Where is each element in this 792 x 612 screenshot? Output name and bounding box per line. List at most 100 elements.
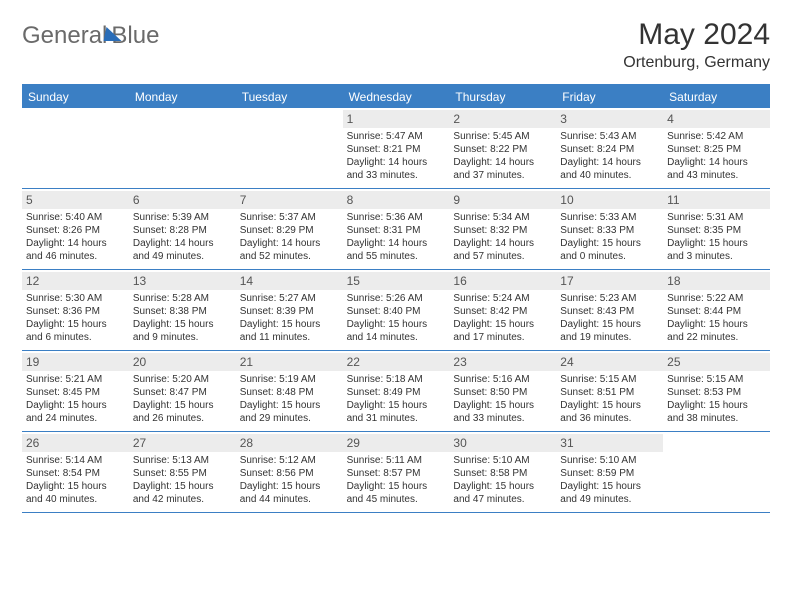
day1-text: Daylight: 15 hours: [240, 480, 339, 493]
day1-text: Daylight: 15 hours: [347, 480, 446, 493]
day-header: Friday: [556, 86, 663, 108]
sunset-text: Sunset: 8:53 PM: [667, 386, 766, 399]
day2-text: and 57 minutes.: [453, 250, 552, 263]
day-number: 16: [449, 272, 556, 290]
sunrise-text: Sunrise: 5:12 AM: [240, 454, 339, 467]
sunrise-text: Sunrise: 5:26 AM: [347, 292, 446, 305]
sunset-text: Sunset: 8:35 PM: [667, 224, 766, 237]
day2-text: and 46 minutes.: [26, 250, 125, 263]
day1-text: Daylight: 15 hours: [26, 480, 125, 493]
sunrise-text: Sunrise: 5:11 AM: [347, 454, 446, 467]
calendar-cell: 27Sunrise: 5:13 AMSunset: 8:55 PMDayligh…: [129, 432, 236, 512]
calendar-cell: [22, 108, 129, 188]
title-month: May 2024: [623, 18, 770, 52]
day-number: 30: [449, 434, 556, 452]
day-number: [236, 110, 343, 128]
day-header: Sunday: [22, 86, 129, 108]
day1-text: Daylight: 15 hours: [453, 318, 552, 331]
day2-text: and 24 minutes.: [26, 412, 125, 425]
day1-text: Daylight: 14 hours: [560, 156, 659, 169]
sunset-text: Sunset: 8:55 PM: [133, 467, 232, 480]
day-number: 12: [22, 272, 129, 290]
sunset-text: Sunset: 8:51 PM: [560, 386, 659, 399]
sunset-text: Sunset: 8:59 PM: [560, 467, 659, 480]
day2-text: and 17 minutes.: [453, 331, 552, 344]
sunrise-text: Sunrise: 5:10 AM: [560, 454, 659, 467]
day-number: 14: [236, 272, 343, 290]
day1-text: Daylight: 14 hours: [347, 237, 446, 250]
day2-text: and 19 minutes.: [560, 331, 659, 344]
calendar-cell: 21Sunrise: 5:19 AMSunset: 8:48 PMDayligh…: [236, 351, 343, 431]
sunset-text: Sunset: 8:58 PM: [453, 467, 552, 480]
calendar-cell: 1Sunrise: 5:47 AMSunset: 8:21 PMDaylight…: [343, 108, 450, 188]
calendar-cell: 20Sunrise: 5:20 AMSunset: 8:47 PMDayligh…: [129, 351, 236, 431]
sunset-text: Sunset: 8:39 PM: [240, 305, 339, 318]
calendar-cell: [663, 432, 770, 512]
calendar-week: 5 Sunrise: 5:40 AMSunset: 8:26 PM Daylight…: [22, 189, 770, 270]
calendar-cell: 11Sunrise: 5:31 AMSunset: 8:35 PMDayligh…: [663, 189, 770, 269]
day1-text: Daylight: 15 hours: [560, 237, 659, 250]
sunset-text: Sunset: 8:50 PM: [453, 386, 552, 399]
day2-text: and 31 minutes.: [347, 412, 446, 425]
sunset-text: Sunset: 8:40 PM: [347, 305, 446, 318]
calendar-cell: 8Sunrise: 5:36 AMSunset: 8:31 PMDaylight…: [343, 189, 450, 269]
calendar-cell: 12Sunrise: 5:30 AMSunset: 8:36 PMDayligh…: [22, 270, 129, 350]
sunrise-text: Sunrise: 5:19 AM: [240, 373, 339, 386]
day1-text: Daylight: 15 hours: [453, 399, 552, 412]
sunrise-text: Sunrise: 5:47 AM: [347, 130, 446, 143]
day1-text: Daylight: 15 hours: [26, 318, 125, 331]
day-header: Saturday: [663, 86, 770, 108]
logo-word1: General: [22, 22, 107, 50]
day2-text: and 0 minutes.: [560, 250, 659, 263]
sunset-text: Sunset: 8:26 PM: [26, 224, 125, 237]
day-number: 31: [556, 434, 663, 452]
day2-text: and 33 minutes.: [453, 412, 552, 425]
day-number: 1: [343, 110, 450, 128]
sunset-text: Sunset: 8:47 PM: [133, 386, 232, 399]
day1-text: Daylight: 15 hours: [560, 399, 659, 412]
calendar-cell: 4 Sunrise: 5:42 AMSunset: 8:25 PMDaylight…: [663, 108, 770, 188]
day2-text: and 37 minutes.: [453, 169, 552, 182]
sunset-text: Sunset: 8:21 PM: [347, 143, 446, 156]
day2-text: and 26 minutes.: [133, 412, 232, 425]
day-number: 5: [22, 191, 129, 209]
day1-text: Daylight: 15 hours: [560, 318, 659, 331]
sunset-text: Sunset: 8:57 PM: [347, 467, 446, 480]
day1-text: Daylight: 14 hours: [667, 156, 766, 169]
day-number: 20: [129, 353, 236, 371]
day2-text: and 6 minutes.: [26, 331, 125, 344]
day-number: 4: [663, 110, 770, 128]
day2-text: and 11 minutes.: [240, 331, 339, 344]
day1-text: Daylight: 14 hours: [453, 237, 552, 250]
sunrise-text: Sunrise: 5:16 AM: [453, 373, 552, 386]
sunrise-text: Sunrise: 5:40 AM: [26, 211, 125, 224]
sunrise-text: Sunrise: 5:43 AM: [560, 130, 659, 143]
calendar-cell: 6Sunrise: 5:39 AMSunset: 8:28 PMDaylight…: [129, 189, 236, 269]
logo-sail-icon: [104, 27, 125, 41]
day-number: 23: [449, 353, 556, 371]
day1-text: Daylight: 15 hours: [240, 399, 339, 412]
sunset-text: Sunset: 8:24 PM: [560, 143, 659, 156]
day1-text: Daylight: 14 hours: [240, 237, 339, 250]
calendar-cell: 5Sunrise: 5:40 AMSunset: 8:26 PMDaylight…: [22, 189, 129, 269]
sunset-text: Sunset: 8:49 PM: [347, 386, 446, 399]
calendar-cell: 26Sunrise: 5:14 AMSunset: 8:54 PMDayligh…: [22, 432, 129, 512]
sunset-text: Sunset: 8:56 PM: [240, 467, 339, 480]
day-number: 3: [556, 110, 663, 128]
day1-text: Daylight: 15 hours: [667, 318, 766, 331]
sunset-text: Sunset: 8:32 PM: [453, 224, 552, 237]
sunset-text: Sunset: 8:25 PM: [667, 143, 766, 156]
day-header: Tuesday: [236, 86, 343, 108]
calendar-cell: 17Sunrise: 5:23 AMSunset: 8:43 PMDayligh…: [556, 270, 663, 350]
calendar-cell: 3 Sunrise: 5:43 AMSunset: 8:24 PMDaylight…: [556, 108, 663, 188]
calendar-cell: 2Sunrise: 5:45 AMSunset: 8:22 PMDaylight…: [449, 108, 556, 188]
calendar-cell: 31Sunrise: 5:10 AMSunset: 8:59 PMDayligh…: [556, 432, 663, 512]
sunset-text: Sunset: 8:45 PM: [26, 386, 125, 399]
sunrise-text: Sunrise: 5:31 AM: [667, 211, 766, 224]
day1-text: Daylight: 15 hours: [453, 480, 552, 493]
sunrise-text: Sunrise: 5:23 AM: [560, 292, 659, 305]
calendar-week: 1 Sunrise: 5:47 AMSunset: 8:21 PM Daylight…: [22, 108, 770, 189]
sunrise-text: Sunrise: 5:42 AM: [667, 130, 766, 143]
day1-text: Daylight: 14 hours: [453, 156, 552, 169]
sunrise-text: Sunrise: 5:28 AM: [133, 292, 232, 305]
